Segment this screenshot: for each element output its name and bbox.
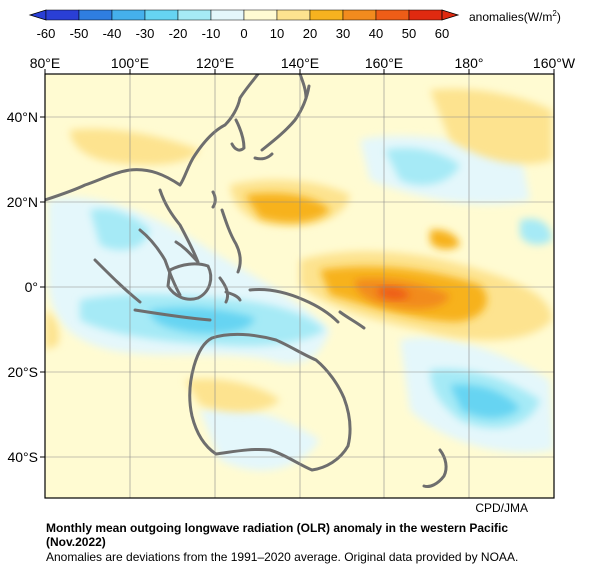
pos-region-nw — [70, 128, 200, 165]
lon-label: 120°E — [196, 55, 234, 71]
neg-20-philippines-west — [90, 208, 150, 250]
coast-sulawesi — [218, 276, 242, 304]
pos-40-central-pacific — [378, 286, 410, 300]
lat-label: 40°S — [7, 449, 38, 465]
anomaly-field — [45, 74, 554, 498]
axis-ticks — [40, 69, 555, 458]
neg-20-nw-pacific — [385, 148, 460, 185]
colorbar-cell — [111, 9, 146, 21]
lat-label: 40°N — [7, 109, 38, 125]
lon-label: 160°W — [533, 55, 576, 71]
coast-philippines — [220, 208, 242, 274]
pos-20-philippine-sea — [245, 193, 330, 223]
neg-30-south-pacific — [450, 384, 520, 418]
figure-note: Anomalies are deviations from the 1991–2… — [46, 550, 519, 564]
colorbar-tick-label: 30 — [336, 26, 350, 41]
colorbar-cells — [45, 9, 443, 21]
lat-label: 0° — [25, 279, 38, 295]
colorbar-cell — [309, 9, 344, 21]
colorbar-tick-label: -40 — [103, 26, 122, 41]
colorbar-cell — [408, 9, 443, 21]
colorbar-cell — [375, 9, 410, 21]
longitude-labels: 80°E 100°E 120°E 140°E 160°E 180° 160°W — [30, 55, 576, 71]
colorbar-tick-label: 50 — [402, 26, 416, 41]
pos-region-australia — [185, 378, 280, 412]
colorbar-tick-label: 40 — [369, 26, 383, 41]
lon-label: 140°E — [281, 55, 319, 71]
lat-label: 20°N — [7, 194, 38, 210]
coastlines — [45, 74, 448, 488]
colorbar-cell — [243, 9, 278, 21]
pos-20-date-line — [430, 229, 460, 250]
figure-title: Monthly mean outgoing longwave radiation… — [46, 521, 509, 535]
neg-region-australia — [200, 407, 320, 471]
colorbar-cell — [45, 9, 80, 21]
figure-date: (Nov.2022) — [46, 535, 106, 549]
colorbar-cell — [177, 9, 212, 21]
colorbar-labels: -60 -50 -40 -30 -20 -10 0 10 20 30 40 50 60 — [37, 26, 450, 41]
colorbar-tick-label: -20 — [169, 26, 188, 41]
colorbar-cell — [78, 9, 113, 21]
lat-label: 20°S — [7, 364, 38, 380]
colorbar: -60 -50 -40 -30 -20 -10 0 10 20 30 40 50 60 anomalie… — [28, 9, 561, 41]
colorbar-tick-label: 10 — [270, 26, 284, 41]
credit-label: CPD/JMA — [475, 501, 528, 515]
colorbar-tick-label: 0 — [240, 26, 247, 41]
colorbar-tick-label: 60 — [435, 26, 449, 41]
pos-region-north-pacific — [430, 88, 552, 164]
coast-new-guinea — [248, 288, 340, 324]
colorbar-cell — [210, 9, 245, 21]
pos-region-west-edge — [45, 310, 60, 350]
coast-new-zealand — [422, 448, 448, 488]
lon-label: 180° — [455, 55, 484, 71]
colorbar-right-arrow — [441, 9, 460, 21]
colorbar-left-arrow — [28, 9, 47, 21]
colorbar-unit-label: anomalies(W/m2) — [469, 9, 561, 24]
lon-label: 160°E — [365, 55, 403, 71]
latitude-labels: 40°N 20°N 0° 20°S 40°S — [7, 109, 38, 465]
neg-20-east-equator — [520, 218, 552, 245]
coast-korea — [230, 118, 246, 152]
colorbar-cell — [342, 9, 377, 21]
colorbar-tick-label: -30 — [136, 26, 155, 41]
lon-label: 80°E — [30, 55, 61, 71]
coast-borneo — [166, 262, 213, 301]
grid-lines — [45, 74, 554, 498]
coast-sakhalin — [298, 74, 308, 100]
colorbar-tick-label: 20 — [303, 26, 317, 41]
coast-solomons — [338, 310, 366, 330]
coast-asia-mainland — [45, 74, 260, 297]
colorbar-cell — [276, 9, 311, 21]
coast-sumatra-java — [93, 258, 212, 322]
map-panel: 80°E 100°E 120°E 140°E 160°E 180° 160°W … — [7, 55, 576, 515]
lon-label: 100°E — [111, 55, 149, 71]
colorbar-tick-label: -60 — [37, 26, 56, 41]
colorbar-tick-label: -10 — [202, 26, 221, 41]
colorbar-tick-label: -50 — [70, 26, 89, 41]
colorbar-cell — [144, 9, 179, 21]
